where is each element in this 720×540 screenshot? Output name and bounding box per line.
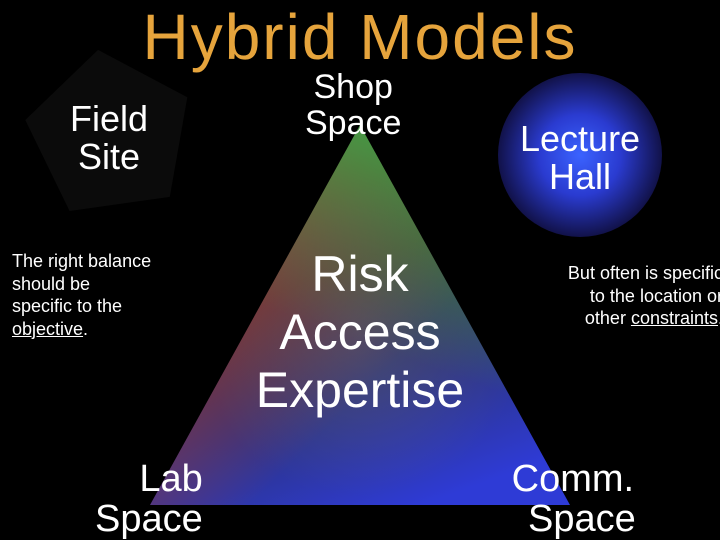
center-words: Risk Access Expertise bbox=[256, 245, 464, 419]
center-word: Access bbox=[256, 303, 464, 361]
label-line: Space bbox=[95, 498, 203, 540]
body-text-right: But often is specific to the location or… bbox=[538, 262, 720, 330]
body-text-left: The right balance should be specific to … bbox=[12, 250, 192, 340]
label-lab-space: Lab Space bbox=[95, 460, 203, 540]
body-prefix: other bbox=[585, 308, 631, 328]
label-line: Site bbox=[78, 136, 140, 177]
body-line: to the location or bbox=[590, 286, 720, 306]
label-line: Space bbox=[510, 498, 636, 540]
label-shop-space: Shop Space bbox=[305, 70, 401, 141]
label-line: Comm. bbox=[512, 458, 634, 500]
label-line: Lecture bbox=[520, 118, 640, 159]
stage: Hybrid Models Field Site Shop Space Lect… bbox=[0, 0, 720, 540]
body-underline: constraints bbox=[631, 308, 718, 328]
body-underline: objective bbox=[12, 319, 83, 339]
body-line: The right balance bbox=[12, 251, 151, 271]
label-field-site: Field Site bbox=[70, 100, 148, 176]
label-line: Hall bbox=[549, 156, 611, 197]
body-line: should be bbox=[12, 274, 90, 294]
body-suffix: . bbox=[83, 319, 88, 339]
label-line: Shop bbox=[314, 68, 393, 106]
label-line: Space bbox=[305, 104, 401, 142]
label-line: Field bbox=[70, 98, 148, 139]
label-comm-space: Comm. Space bbox=[510, 460, 636, 540]
body-line: specific to the bbox=[12, 296, 122, 316]
label-lecture-hall: Lecture Hall bbox=[520, 120, 640, 196]
center-word: Risk bbox=[256, 245, 464, 303]
body-line: But often is specific bbox=[568, 263, 720, 283]
label-line: Lab bbox=[95, 460, 203, 500]
center-word: Expertise bbox=[256, 361, 464, 419]
